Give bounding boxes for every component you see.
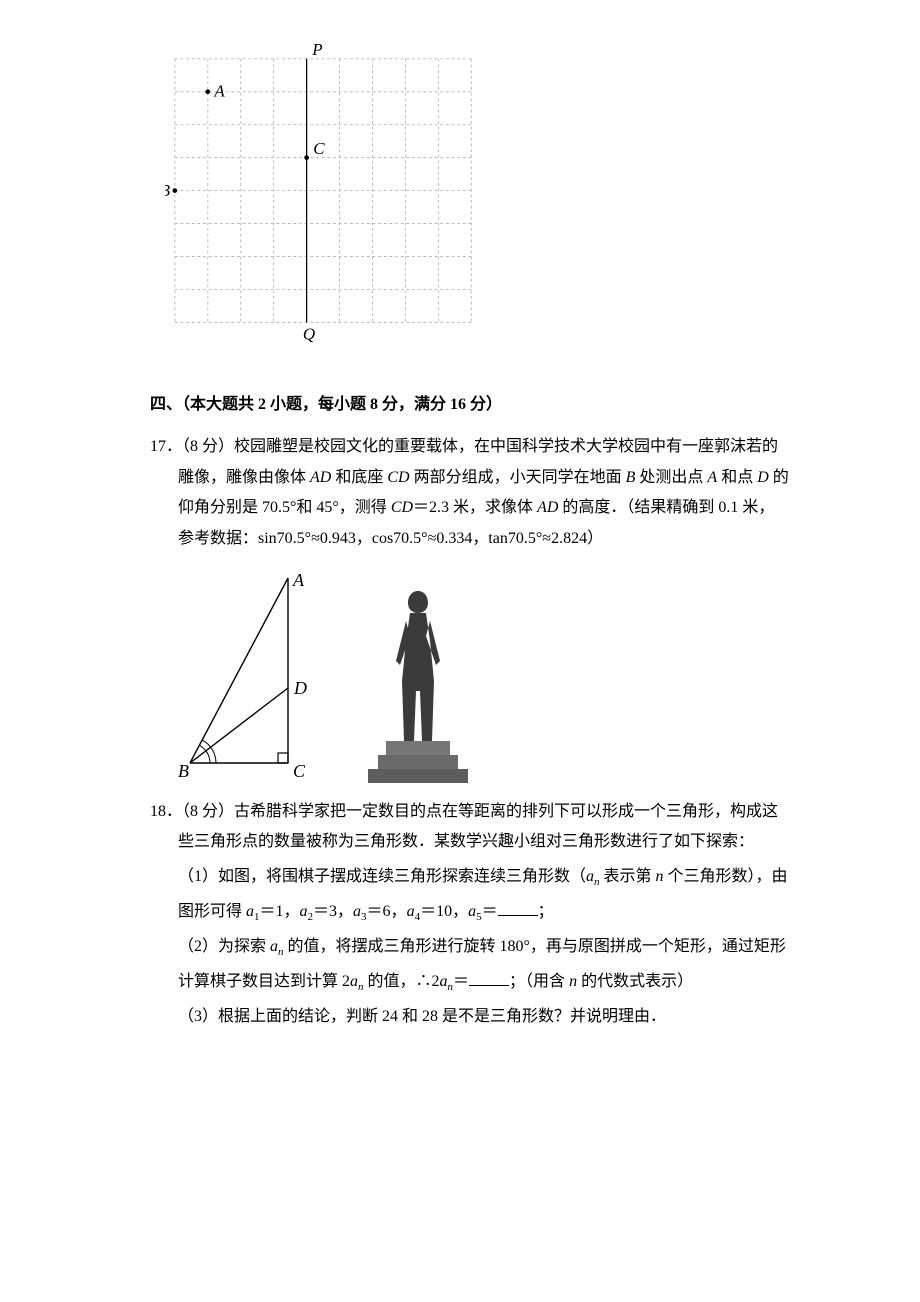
problem-17: 17．（8 分）校园雕塑是校园文化的重要载体，在中国科学技术大学校园中有一座郭沫… bbox=[150, 432, 790, 554]
p18-an2-a: a bbox=[270, 938, 278, 955]
p17-l3a: 仰角分别是 70.5°和 45°，测得 bbox=[178, 499, 391, 516]
p18-s1l2g: ； bbox=[538, 903, 554, 920]
p18-a2a: a bbox=[300, 903, 308, 920]
p17-l2c: 两部分组成，小天同学在地面 bbox=[410, 469, 626, 486]
problem-18-num: 18．（8 分） bbox=[150, 803, 234, 820]
p17-B: B bbox=[626, 469, 636, 486]
p18-a4a: a bbox=[407, 903, 415, 920]
svg-text:P: P bbox=[311, 40, 322, 59]
svg-text:B: B bbox=[165, 181, 170, 200]
p18-s2l2a: 计算棋子数目达到计算 2 bbox=[178, 973, 350, 990]
grid-svg: P Q A B C bbox=[165, 40, 500, 360]
p18-n1: n bbox=[656, 868, 664, 885]
p17-l2d: 处测出点 bbox=[635, 469, 707, 486]
problem-18-sub1: （1）如图，将围棋子摆成连续三角形探索连续三角形数（an 表示第 n 个三角形数… bbox=[150, 862, 790, 893]
svg-text:A: A bbox=[213, 81, 225, 100]
p17-CD1: CD bbox=[387, 469, 409, 486]
p18-s1l2a: 图形可得 bbox=[178, 903, 246, 920]
pedestal-mid bbox=[378, 755, 458, 769]
p18-an1-a: a bbox=[586, 868, 594, 885]
blank-2 bbox=[469, 970, 509, 986]
p18-s2l2d: ；（用含 bbox=[509, 973, 569, 990]
pedestal-top bbox=[386, 741, 450, 755]
pedestal-bottom bbox=[368, 769, 468, 783]
p18-s1c: 个三角形数），由 bbox=[664, 868, 788, 885]
p18-s1l2d: ＝6， bbox=[367, 903, 407, 920]
svg-text:Q: Q bbox=[303, 324, 315, 343]
blank-1 bbox=[498, 900, 538, 916]
p18-s1a: （1）如图，将围棋子摆成连续三角形探索连续三角形数（ bbox=[178, 868, 586, 885]
p18-s2l2b: 的值，∴2 bbox=[364, 973, 440, 990]
p18-a3a: a bbox=[353, 903, 361, 920]
statue-photo bbox=[368, 573, 468, 783]
p18-s1b: 表示第 bbox=[600, 868, 656, 885]
p18-s2l2c: ＝ bbox=[453, 973, 469, 990]
p18-2an1-a: a bbox=[350, 973, 358, 990]
problem-18-line1: 古希腊科学家把一定数目的点在等距离的排列下可以形成一个三角形，构成这 bbox=[234, 803, 778, 820]
p17-l2e: 和点 bbox=[717, 469, 757, 486]
svg-text:D: D bbox=[293, 678, 307, 698]
p18-a5a: a bbox=[468, 903, 476, 920]
problem-17-line3: 仰角分别是 70.5°和 45°，测得 CD＝2.3 米，求像体 AD 的高度．… bbox=[150, 493, 790, 523]
problem-17-figures: A B C D bbox=[178, 568, 790, 783]
p17-A: A bbox=[707, 469, 717, 486]
svg-text:A: A bbox=[292, 570, 305, 590]
p17-l2b: 和底座 bbox=[331, 469, 387, 486]
p18-s2l2e: 的代数式表示） bbox=[577, 973, 693, 990]
section-4-header: 四、（本大题共 2 小题，每小题 8 分，满分 16 分） bbox=[150, 390, 790, 420]
p18-n2: n bbox=[569, 973, 577, 990]
problem-18-sub2-line2: 计算棋子数目达到计算 2an 的值，∴2an＝；（用含 n 的代数式表示） bbox=[150, 967, 790, 998]
statue-body-icon bbox=[392, 591, 444, 741]
svg-text:B: B bbox=[178, 761, 189, 781]
p17-CD2: CD bbox=[391, 499, 413, 516]
p18-s2a: （2）为探索 bbox=[178, 938, 270, 955]
p17-l3c: 的高度．（结果精确到 0.1 米， bbox=[558, 499, 774, 516]
p18-s1l2f: ＝ bbox=[482, 903, 498, 920]
p18-2an2-a: a bbox=[440, 973, 448, 990]
p17-l2a: 雕像，雕像由像体 bbox=[178, 469, 310, 486]
problem-17-line4: 参考数据：sin70.5°≈0.943，cos70.5°≈0.334，tan70… bbox=[150, 524, 790, 554]
grid-figure: P Q A B C bbox=[165, 40, 790, 360]
svg-text:C: C bbox=[293, 761, 306, 781]
p18-s1l2e: ＝10， bbox=[420, 903, 468, 920]
problem-18: 18．（8 分）古希腊科学家把一定数目的点在等距离的排列下可以形成一个三角形，构… bbox=[150, 797, 790, 1032]
p17-D: D bbox=[757, 469, 769, 486]
p17-l2f: 的 bbox=[769, 469, 789, 486]
problem-17-num: 17．（8 分） bbox=[150, 438, 234, 455]
p18-s2b: 的值，将摆成三角形进行旋转 180°，再与原图拼成一个矩形，通过矩形 bbox=[284, 938, 786, 955]
p17-l3b: ＝2.3 米，求像体 bbox=[413, 499, 537, 516]
p18-a1a: a bbox=[246, 903, 254, 920]
svg-text:C: C bbox=[313, 139, 325, 158]
triangle-diagram: A B C D bbox=[178, 568, 328, 783]
p17-AD1: AD bbox=[310, 469, 331, 486]
p17-AD2: AD bbox=[537, 499, 558, 516]
problem-18-sub2: （2）为探索 an 的值，将摆成三角形进行旋转 180°，再与原图拼成一个矩形，… bbox=[150, 932, 790, 963]
problem-18-sub3: （3）根据上面的结论，判断 24 和 28 是不是三角形数？并说明理由． bbox=[150, 1002, 790, 1032]
p18-s1l2c: ＝3， bbox=[313, 903, 353, 920]
problem-18-line2: 些三角形点的数量被称为三角形数．某数学兴趣小组对三角形数进行了如下探索： bbox=[150, 827, 790, 857]
problem-18-sub1-line2: 图形可得 a1＝1，a2＝3，a3＝6，a4＝10，a5＝； bbox=[150, 897, 790, 928]
problem-17-line1: 校园雕塑是校园文化的重要载体，在中国科学技术大学校园中有一座郭沫若的 bbox=[234, 438, 778, 455]
problem-17-line2: 雕像，雕像由像体 AD 和底座 CD 两部分组成，小天同学在地面 B 处测出点 … bbox=[150, 463, 790, 493]
p18-s1l2b: ＝1， bbox=[260, 903, 300, 920]
